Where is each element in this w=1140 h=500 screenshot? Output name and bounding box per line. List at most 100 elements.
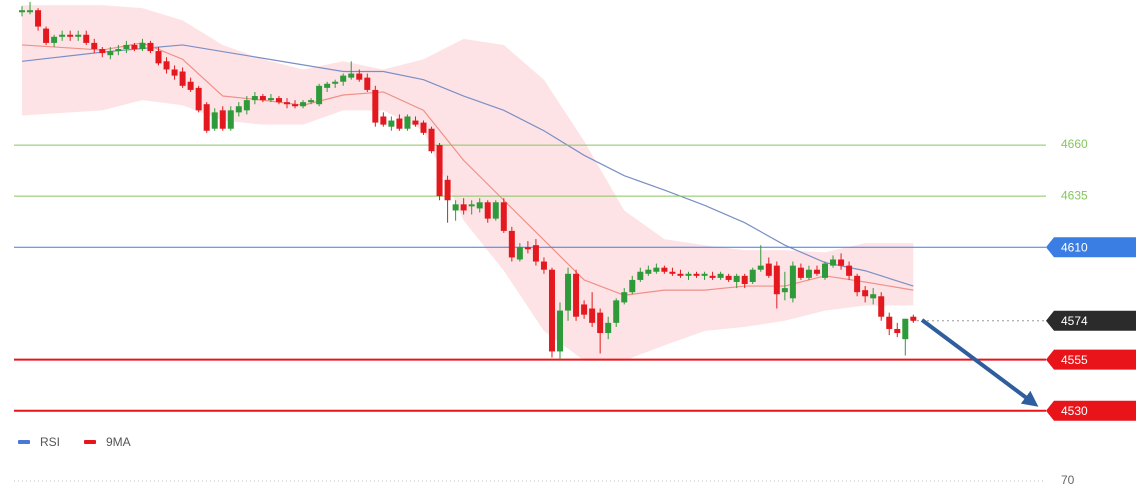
candle-body [661,267,668,272]
candle-body [516,247,523,260]
candle-body [532,245,539,262]
candle-body [452,204,459,211]
candle-body [444,179,451,201]
candle-body [862,290,869,297]
price-tag [1046,310,1136,331]
candle-body [91,42,98,50]
candle-body [131,44,138,50]
candle-body [300,102,307,107]
candle-body [741,275,748,285]
candle-body [613,300,620,323]
candle-body [709,275,716,278]
candle-body [540,261,547,270]
candle-body [565,273,572,311]
candle-body [316,85,323,105]
candle-body [805,269,812,278]
candle-body [693,273,700,276]
candle-body [669,271,676,274]
candle-body [629,279,636,293]
candle-body [43,28,50,43]
price-level-label: 4660 [1061,137,1088,151]
price-tag-label: 4555 [1061,353,1088,367]
candle-body [195,87,202,111]
candle-body [902,318,909,340]
candle-body [757,265,764,270]
candle-body [292,104,299,107]
candle-body [789,265,796,299]
legend-swatch [18,440,30,444]
candle-body [243,100,250,111]
candle-body [420,122,427,133]
candle-body [388,120,395,127]
band-layer [21,5,914,361]
candle-body [846,265,853,276]
candle-body [340,75,347,82]
price-level-label: 4635 [1061,188,1088,202]
candle-body [267,98,274,101]
candle-body [645,269,652,274]
candle-body [332,81,339,84]
candle-body [396,118,403,129]
candle-body [589,308,596,323]
candle-body [508,230,515,258]
candle-body [147,42,154,52]
price-tag-label: 4610 [1061,240,1088,254]
candle-body [725,275,732,280]
candle-body [35,10,42,27]
candle-body [404,116,411,129]
price-tag [1046,400,1136,421]
legend-swatch [84,440,96,444]
candle-body [179,71,186,86]
candle-body [308,100,315,103]
candle-body [822,263,828,278]
candle-body [283,102,290,105]
candle-body [235,106,242,113]
candle-body [275,98,282,103]
candle-body [155,51,162,64]
candle-body [356,73,363,80]
candle-body [870,294,877,299]
candle-body [115,49,122,52]
candle-body [773,265,780,295]
level-layer: 4660 4635 4610 4574 4555 4530 [14,137,1136,421]
candle-body [107,51,114,56]
candle-body [878,296,885,317]
candle-body [27,10,34,13]
candle-body [123,44,130,50]
candle-body [653,267,660,272]
candle-body [701,273,708,276]
candle-body [380,116,387,125]
candle-body [163,61,170,70]
moving-average [21,44,914,287]
panel-layer: RSI 9MA 70 [14,435,1075,487]
price-tag [1046,237,1136,258]
candle-body [259,96,266,101]
candle-body [211,112,218,129]
candle-body [717,273,724,278]
candle-body [324,83,331,88]
candle-body [910,316,917,321]
candle-body [781,288,788,293]
candle-body [597,312,604,334]
legend-label: RSI [40,435,60,449]
candle-body [894,328,901,334]
candle-body [830,259,837,266]
candle-body [436,145,443,197]
candle-body [428,128,435,152]
candle-body [797,267,804,278]
candle-body [581,304,588,315]
legend-label: 9MA [106,435,131,449]
bollinger-band [22,5,914,361]
candle-body [524,247,531,250]
candle-body [203,104,210,131]
candle-body [749,269,756,282]
candle-body [139,42,146,50]
candle-body [171,69,178,76]
candle-body [838,259,845,266]
candle-body [251,96,258,101]
y-tick-label: 70 [1061,473,1075,487]
candle-body [364,77,371,90]
candle-body [621,292,628,303]
